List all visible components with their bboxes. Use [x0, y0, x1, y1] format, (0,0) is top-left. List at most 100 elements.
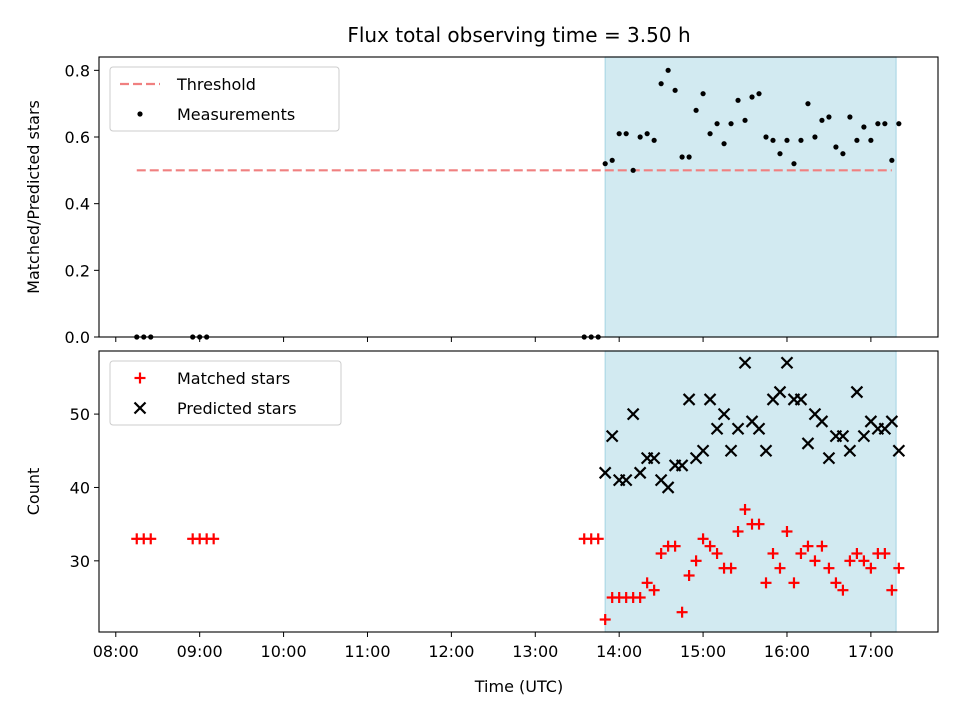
data-point [753, 518, 765, 530]
data-point [711, 547, 723, 559]
data-point [809, 555, 821, 567]
data-point [703, 393, 717, 406]
data-point [145, 533, 157, 545]
data-point [794, 393, 808, 406]
data-point [682, 393, 696, 406]
axes-frame-bottom [98, 350, 939, 633]
data-point [865, 562, 877, 574]
data-point [731, 422, 745, 436]
legend-swatch [137, 111, 143, 117]
data-point [805, 101, 811, 107]
y-tick-label: 0.6 [65, 128, 90, 147]
legend-label: Matched stars [177, 369, 290, 388]
data-point [696, 444, 710, 458]
data-point [858, 555, 870, 567]
data-point [697, 533, 709, 545]
data-point [619, 473, 633, 487]
data-point [777, 151, 783, 157]
data-point [676, 606, 688, 618]
y-tick-label: 0.0 [65, 328, 90, 347]
data-point [634, 592, 646, 604]
data-point [773, 385, 787, 399]
data-point [815, 415, 829, 428]
data-point [885, 415, 899, 428]
data-point [833, 144, 839, 150]
data-point [868, 137, 874, 143]
data-point [780, 356, 794, 370]
data-point [739, 503, 751, 515]
legend-box [109, 66, 340, 132]
data-point [840, 151, 846, 157]
data-point [683, 570, 695, 582]
data-point [844, 555, 856, 567]
data-point [693, 107, 699, 113]
data-point [630, 167, 636, 173]
y-tick-label: 0.8 [65, 61, 90, 80]
data-point [742, 117, 748, 123]
data-point [637, 134, 643, 140]
legend-label: Measurements [177, 105, 295, 124]
data-point [759, 444, 773, 458]
data-point [710, 422, 724, 436]
data-point [707, 131, 713, 137]
data-point [843, 444, 857, 458]
data-point [609, 157, 615, 163]
y-axis-label-top: Matched/Predicted stars [24, 100, 43, 294]
data-point [861, 124, 867, 130]
data-point [616, 131, 622, 137]
data-point [605, 429, 619, 443]
x-tick-label: 12:00 [428, 642, 474, 661]
series-predicted-stars [598, 356, 906, 494]
data-point [767, 547, 779, 559]
data-point [847, 114, 853, 120]
data-point [886, 584, 898, 596]
axes-frame-top [98, 56, 939, 338]
data-point [686, 154, 692, 160]
data-point [812, 134, 818, 140]
x-axis-label: Time (UTC) [474, 677, 563, 696]
x-tick-label: 13:00 [512, 642, 558, 661]
data-point [728, 121, 734, 127]
data-point [672, 87, 678, 93]
data-point [781, 525, 793, 537]
legend-top: Threshold Measurements [109, 66, 340, 132]
x-tick-label: 09:00 [177, 642, 223, 661]
observing-span-top [604, 56, 897, 338]
y-tick-label: 0.4 [65, 195, 90, 214]
top-panel: 0.0 0.2 0.4 0.6 0.8 Matched/Predicted stars Th… [24, 56, 939, 347]
data-point [823, 562, 835, 574]
x-tick-label: 17:00 [848, 642, 894, 661]
bottom-panel: 30 40 50 08:00 09:00 10:00 11:00 12:00 13:00 14:0… [24, 350, 939, 661]
x-tick-label: 16:00 [764, 642, 810, 661]
data-point [599, 614, 611, 626]
data-point [774, 562, 786, 574]
data-point [816, 540, 828, 552]
data-point [882, 121, 888, 127]
legend-label: Predicted stars [177, 399, 297, 418]
legend-swatch [133, 401, 147, 415]
data-point [893, 562, 905, 574]
data-point [738, 356, 752, 370]
data-point [830, 577, 842, 589]
legend-box [109, 360, 342, 426]
data-point [724, 444, 738, 458]
data-point [836, 429, 850, 443]
data-point [655, 547, 667, 559]
data-point [896, 121, 902, 127]
data-point [661, 481, 675, 494]
data-point [651, 137, 657, 143]
data-point [802, 540, 814, 552]
data-point [889, 157, 895, 163]
data-point [795, 547, 807, 559]
data-point [592, 533, 604, 545]
data-point [798, 137, 804, 143]
data-point [208, 533, 220, 545]
data-point [626, 407, 640, 421]
data-point [837, 584, 849, 596]
data-point [700, 91, 706, 97]
data-point [851, 547, 863, 559]
data-point [826, 114, 832, 120]
data-point [770, 137, 776, 143]
data-point [879, 547, 891, 559]
